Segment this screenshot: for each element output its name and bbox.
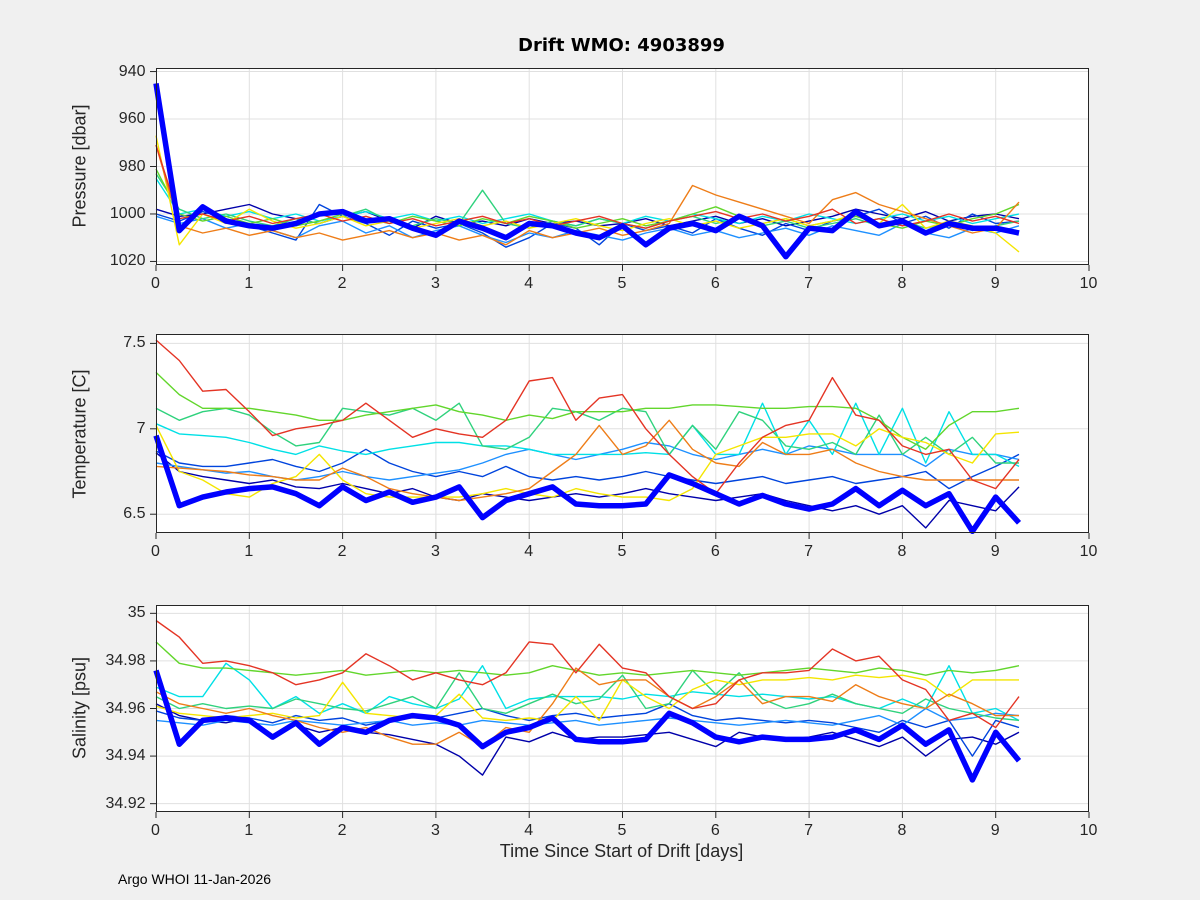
- series-trace-4: [155, 402, 1019, 468]
- x-tick-label: 5: [617, 275, 627, 292]
- x-tick-label: 1: [244, 822, 254, 839]
- series-trace-8: [154, 144, 1020, 246]
- y-tick-label: 34.98: [105, 651, 146, 669]
- plot-canvas-0: [149, 68, 1089, 271]
- y-tick-label: 960: [118, 110, 146, 128]
- series-trace-1: [155, 452, 1020, 529]
- y-tick-label: 34.96: [105, 699, 146, 717]
- y-tick-label: 7.5: [123, 334, 146, 352]
- x-tick-label: 5: [617, 822, 627, 839]
- x-tick-label: 1: [244, 275, 254, 292]
- series-trace-10-highlight: [152, 434, 1021, 535]
- series-trace-8: [155, 667, 1019, 748]
- series-trace-9: [155, 619, 1020, 729]
- x-tick-label: 6: [710, 275, 720, 292]
- x-tick-label: 6: [710, 822, 720, 839]
- series-trace-6: [155, 641, 1019, 676]
- x-tick-label: 4: [524, 275, 534, 292]
- x-tick-label: 10: [1079, 822, 1098, 839]
- x-tick-label: 0: [151, 275, 160, 292]
- series-trace-9: [155, 339, 1020, 495]
- x-tick-label: 2: [337, 543, 347, 560]
- x-tick-label: 4: [524, 822, 534, 839]
- x-tick-label: 10: [1079, 543, 1098, 560]
- y-tick-label: 34.94: [105, 747, 146, 765]
- y-tick-label: 940: [118, 62, 146, 80]
- series-trace-5: [155, 669, 1019, 722]
- x-axis-label: Time Since Start of Drift [days]: [499, 841, 744, 861]
- series-trace-7: [155, 674, 1019, 722]
- series-trace-2: [155, 702, 1019, 757]
- y-tick-label: 1020: [109, 252, 146, 270]
- series-trace-3: [155, 707, 1019, 726]
- x-tick-label: 5: [617, 543, 627, 560]
- y-tick-label: 35: [127, 604, 146, 622]
- y-tick-label: 7: [136, 419, 146, 437]
- plot-canvas-1: [149, 334, 1089, 539]
- x-tick-label: 1: [244, 543, 254, 560]
- y-tick-label: 6.5: [123, 505, 146, 523]
- series-trace-10-highlight: [152, 82, 1020, 260]
- chart-title: Drift WMO: 4903899: [518, 35, 725, 56]
- x-tick-label: 9: [990, 822, 1000, 839]
- x-tick-label: 3: [430, 275, 440, 292]
- x-tick-label: 7: [804, 543, 814, 560]
- x-tick-label: 0: [151, 822, 160, 839]
- x-tick-label: 3: [430, 822, 440, 839]
- x-tick-label: 9: [990, 543, 1000, 560]
- x-tick-label: 0: [151, 543, 160, 560]
- x-tick-label: 4: [524, 543, 534, 560]
- y-tick-label: 34.92: [105, 794, 146, 812]
- plot-canvas-2: [149, 605, 1089, 818]
- y-tick-label: 1000: [109, 204, 146, 222]
- series-trace-6: [155, 371, 1019, 451]
- x-tick-label: 2: [337, 275, 347, 292]
- x-tick-label: 10: [1079, 275, 1098, 292]
- series-trace-7: [154, 425, 1019, 502]
- x-tick-label: 8: [897, 275, 907, 292]
- x-tick-label: 8: [897, 822, 907, 839]
- series-trace-8: [155, 419, 1019, 502]
- x-tick-label: 3: [430, 543, 440, 560]
- x-tick-label: 7: [804, 822, 814, 839]
- series-trace-2: [155, 448, 1019, 490]
- x-tick-label: 6: [710, 543, 720, 560]
- x-tick-label: 8: [897, 543, 907, 560]
- y-tick-label: 980: [118, 157, 146, 175]
- attribution-text: Argo WHOI 11-Jan-2026: [118, 871, 272, 887]
- x-tick-label: 2: [337, 822, 347, 839]
- series-trace-5: [155, 402, 1019, 464]
- series-trace-9: [154, 144, 1019, 229]
- x-tick-label: 9: [990, 275, 1000, 292]
- x-tick-label: 7: [804, 275, 814, 292]
- series-trace-10-highlight: [152, 669, 1021, 783]
